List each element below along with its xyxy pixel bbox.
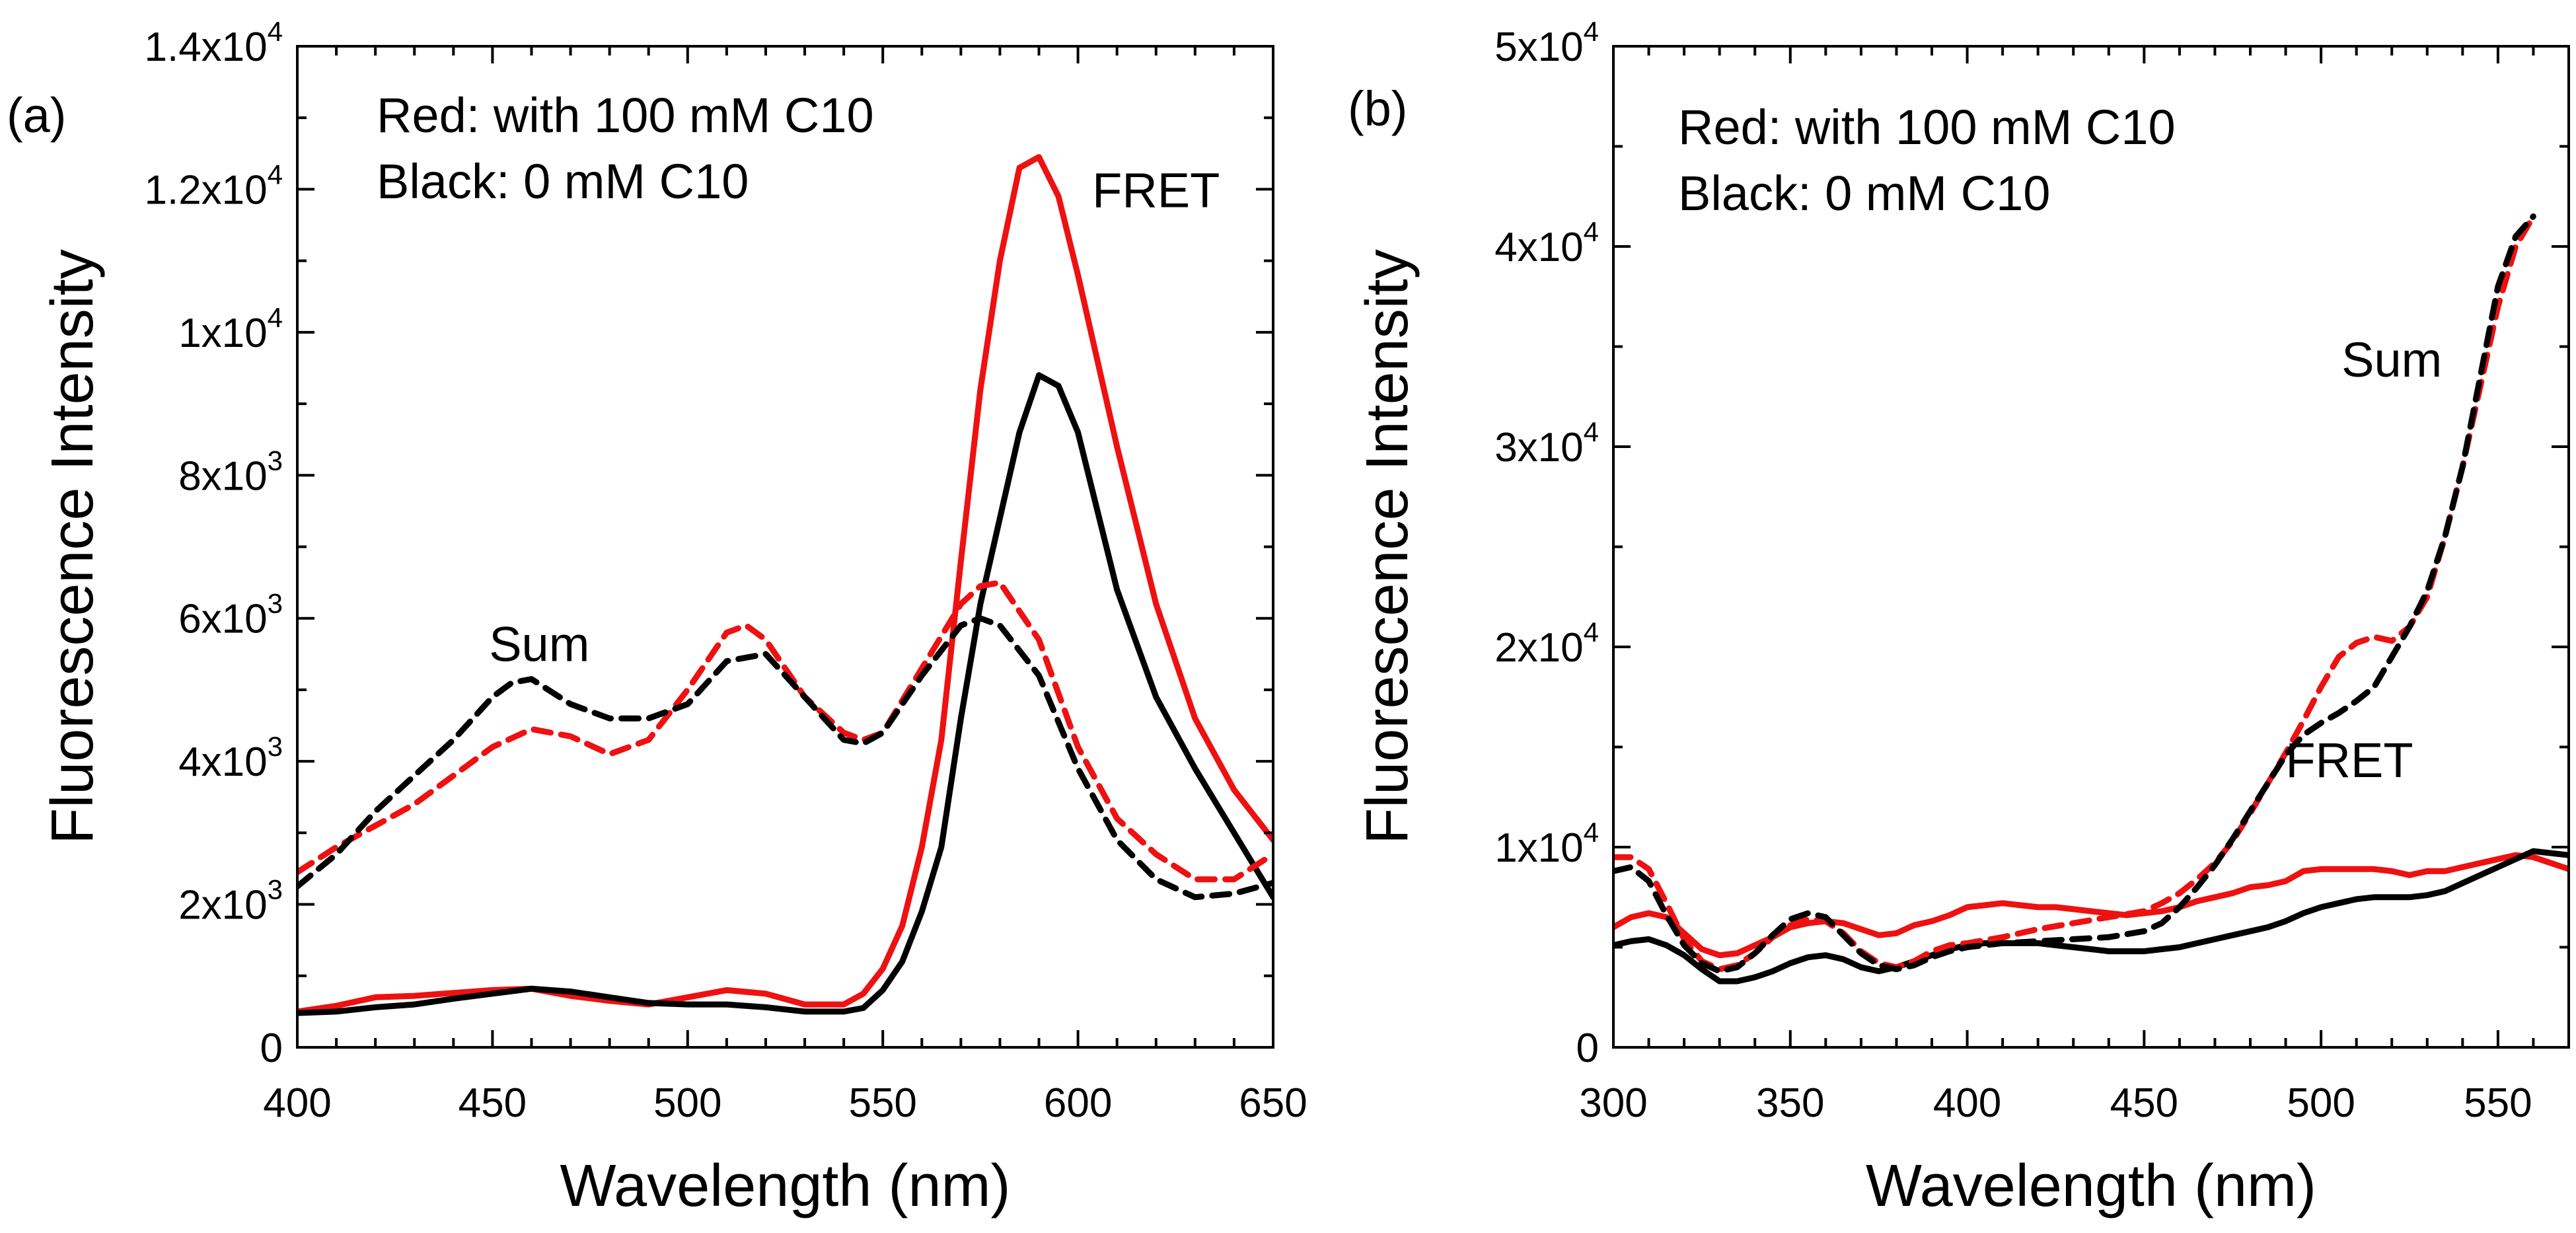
y-tick-label: 0 bbox=[260, 1026, 283, 1071]
annotation-fret: FRET bbox=[1092, 163, 1220, 217]
y-tick-label: 1.4x104 bbox=[144, 16, 283, 70]
series-line-dashed-black bbox=[1613, 213, 2536, 975]
y-tick-label: 0 bbox=[1576, 1026, 1599, 1071]
y-tick-label: 2x104 bbox=[1494, 616, 1599, 671]
x-axis-title: Wavelength (nm) bbox=[560, 1153, 1011, 1219]
x-tick-label: 350 bbox=[1756, 1080, 1824, 1126]
y-tick-label: 4x104 bbox=[1494, 216, 1599, 270]
annotation-fret: FRET bbox=[2285, 733, 2413, 788]
y-tick-label: 1x104 bbox=[178, 302, 283, 356]
x-tick-label: 500 bbox=[2287, 1080, 2355, 1126]
x-tick-label: 650 bbox=[1239, 1080, 1307, 1126]
x-tick-label: 550 bbox=[2464, 1080, 2532, 1126]
y-tick-label: 2x103 bbox=[178, 874, 283, 928]
legend-entry-black: Black: 0 mM C10 bbox=[1678, 166, 2050, 221]
x-tick-label: 450 bbox=[459, 1080, 527, 1126]
x-tick-label: 550 bbox=[848, 1080, 916, 1126]
y-tick-label: 1x104 bbox=[1494, 817, 1599, 871]
series-line-solid-black bbox=[1613, 848, 2569, 985]
x-axis-title: Wavelength (nm) bbox=[1866, 1153, 2316, 1219]
y-axis-title: Fluorescence Intensity bbox=[1354, 249, 1420, 844]
y-tick-label: 3x104 bbox=[1494, 416, 1599, 470]
panel-b: 300 350 400 450 500 550 0 1x104 2x104 3x104 4x104 5… bbox=[1348, 16, 2570, 1219]
y-tick-label: 1.2x104 bbox=[144, 159, 283, 213]
legend-entry-red: Red: with 100 mM C10 bbox=[377, 88, 874, 143]
panel-label: (b) bbox=[1348, 81, 1407, 136]
panel-label: (a) bbox=[7, 88, 66, 143]
y-tick-label: 8x103 bbox=[178, 445, 283, 499]
x-tick-label: 400 bbox=[1933, 1080, 2001, 1126]
y-axis-title: Fluorescence Intensity bbox=[40, 249, 106, 844]
annotation-sum: Sum bbox=[2341, 332, 2442, 387]
legend-entry-red: Red: with 100 mM C10 bbox=[1678, 100, 2176, 155]
y-tick-label: 6x103 bbox=[178, 588, 283, 642]
x-tick-label: 400 bbox=[263, 1080, 331, 1126]
panel-a: 400 450 500 550 600 650 0 2x103 4x103 6x103 8x103 1… bbox=[7, 16, 1307, 1219]
legend-entry-black: Black: 0 mM C10 bbox=[377, 154, 749, 209]
x-tick-label: 500 bbox=[653, 1080, 721, 1126]
x-tick-label: 450 bbox=[2110, 1080, 2178, 1126]
y-tick-label: 5x104 bbox=[1494, 16, 1599, 70]
y-tick-label: 4x103 bbox=[178, 731, 283, 785]
x-tick-label: 300 bbox=[1579, 1080, 1647, 1126]
series-line-dashed-black bbox=[297, 615, 1273, 901]
series-line-solid-black bbox=[297, 372, 1273, 1016]
annotation-sum: Sum bbox=[489, 617, 589, 672]
x-tick-label: 600 bbox=[1044, 1080, 1112, 1126]
